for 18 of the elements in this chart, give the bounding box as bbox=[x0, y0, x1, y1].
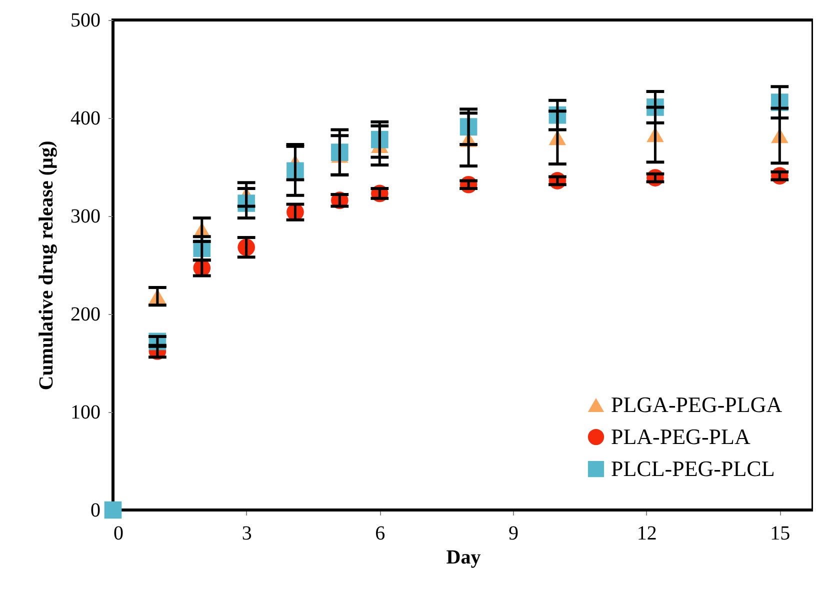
y-tick-label: 500 bbox=[70, 10, 100, 32]
x-tick-label: 12 bbox=[636, 522, 657, 544]
x-tick-label: 9 bbox=[508, 522, 518, 544]
legend-label: PLCL-PEG-PLCL bbox=[611, 456, 775, 481]
y-axis-title: Cumulative drug release (µg) bbox=[36, 140, 58, 390]
x-tick-label: 6 bbox=[375, 522, 386, 544]
y-tick-label: 300 bbox=[70, 206, 100, 228]
y-tick-label: 400 bbox=[70, 108, 100, 130]
point bbox=[104, 501, 122, 519]
x-tick-label: 15 bbox=[770, 522, 790, 544]
x-axis-title: Day bbox=[446, 546, 481, 568]
y-tick-label: 200 bbox=[70, 304, 100, 326]
y-tick-label: 100 bbox=[70, 402, 100, 424]
x-tick-label: 3 bbox=[242, 522, 252, 544]
legend-label: PLA-PEG-PLA bbox=[611, 424, 750, 449]
y-tick-label: 0 bbox=[90, 500, 100, 522]
x-tick-label: 0 bbox=[114, 522, 124, 544]
legend-label: PLGA-PEG-PLGA bbox=[611, 392, 782, 417]
